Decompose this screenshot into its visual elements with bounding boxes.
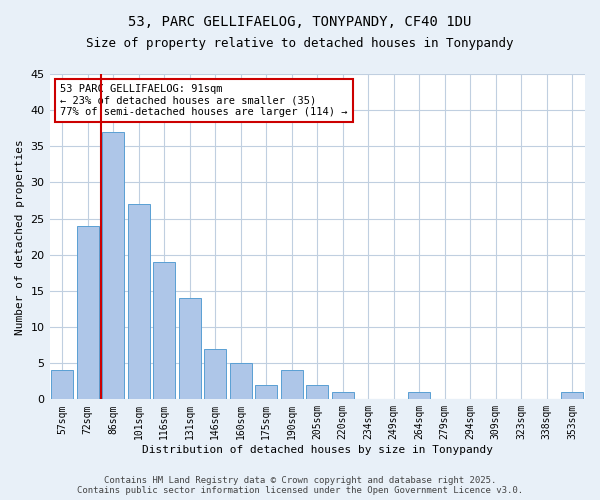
Bar — [103, 132, 124, 400]
X-axis label: Distribution of detached houses by size in Tonypandy: Distribution of detached houses by size … — [142, 445, 493, 455]
Bar — [52, 370, 73, 400]
Bar — [307, 385, 328, 400]
Bar — [562, 392, 583, 400]
Text: 53 PARC GELLIFAELOG: 91sqm
← 23% of detached houses are smaller (35)
77% of semi: 53 PARC GELLIFAELOG: 91sqm ← 23% of deta… — [60, 84, 348, 117]
Bar — [77, 226, 98, 400]
Bar — [409, 392, 430, 400]
Bar — [179, 298, 200, 400]
Bar — [281, 370, 302, 400]
Bar — [128, 204, 149, 400]
Bar — [230, 363, 251, 400]
Text: Contains HM Land Registry data © Crown copyright and database right 2025.
Contai: Contains HM Land Registry data © Crown c… — [77, 476, 523, 495]
Bar — [205, 348, 226, 400]
Bar — [332, 392, 353, 400]
Bar — [154, 262, 175, 400]
Text: 53, PARC GELLIFAELOG, TONYPANDY, CF40 1DU: 53, PARC GELLIFAELOG, TONYPANDY, CF40 1D… — [128, 15, 472, 29]
Y-axis label: Number of detached properties: Number of detached properties — [15, 139, 25, 334]
Bar — [256, 385, 277, 400]
Text: Size of property relative to detached houses in Tonypandy: Size of property relative to detached ho… — [86, 38, 514, 51]
